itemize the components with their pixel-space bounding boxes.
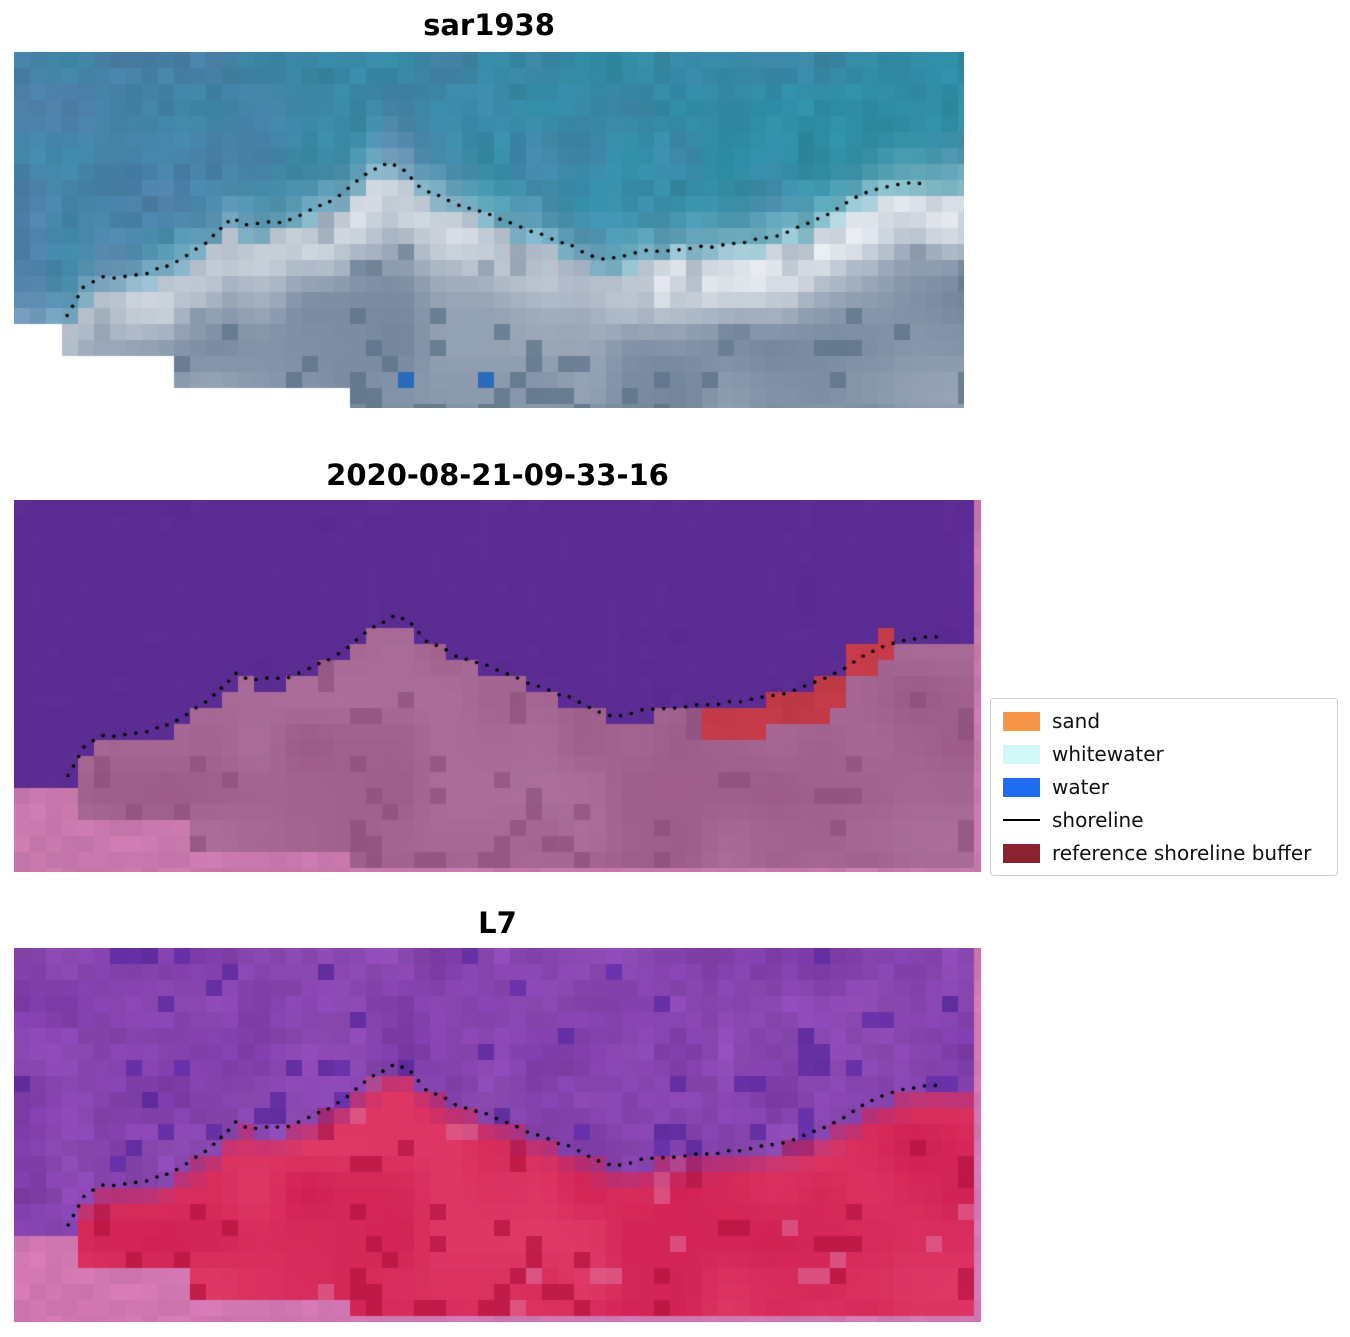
shoreline-line-swatch bbox=[1003, 819, 1040, 821]
sar-image-panel bbox=[14, 52, 964, 408]
legend-item-water: water bbox=[1003, 775, 1325, 799]
legend-label: reference shoreline buffer bbox=[1052, 841, 1312, 865]
classification-image-panel bbox=[14, 500, 981, 872]
panel-title-l7: L7 bbox=[478, 906, 517, 940]
legend-label: sand bbox=[1052, 709, 1101, 733]
legend-item-shoreline: shoreline bbox=[1003, 808, 1325, 832]
legend-item-sand: sand bbox=[1003, 709, 1325, 733]
sand-swatch bbox=[1003, 711, 1040, 731]
legend-label: water bbox=[1052, 775, 1109, 799]
legend-item-whitewater: whitewater bbox=[1003, 742, 1325, 766]
legend-label: shoreline bbox=[1052, 808, 1144, 832]
legend-label: whitewater bbox=[1052, 742, 1164, 766]
panel-title-sar: sar1938 bbox=[423, 8, 555, 42]
panel-title-classification: 2020-08-21-09-33-16 bbox=[326, 458, 669, 492]
whitewater-swatch bbox=[1003, 744, 1040, 764]
legend-item-reference-buffer: reference shoreline buffer bbox=[1003, 841, 1325, 865]
l7-image-panel bbox=[14, 948, 981, 1322]
legend: sand whitewater water shoreline referenc… bbox=[990, 698, 1338, 876]
water-swatch bbox=[1003, 777, 1040, 797]
reference-buffer-swatch bbox=[1003, 843, 1040, 863]
